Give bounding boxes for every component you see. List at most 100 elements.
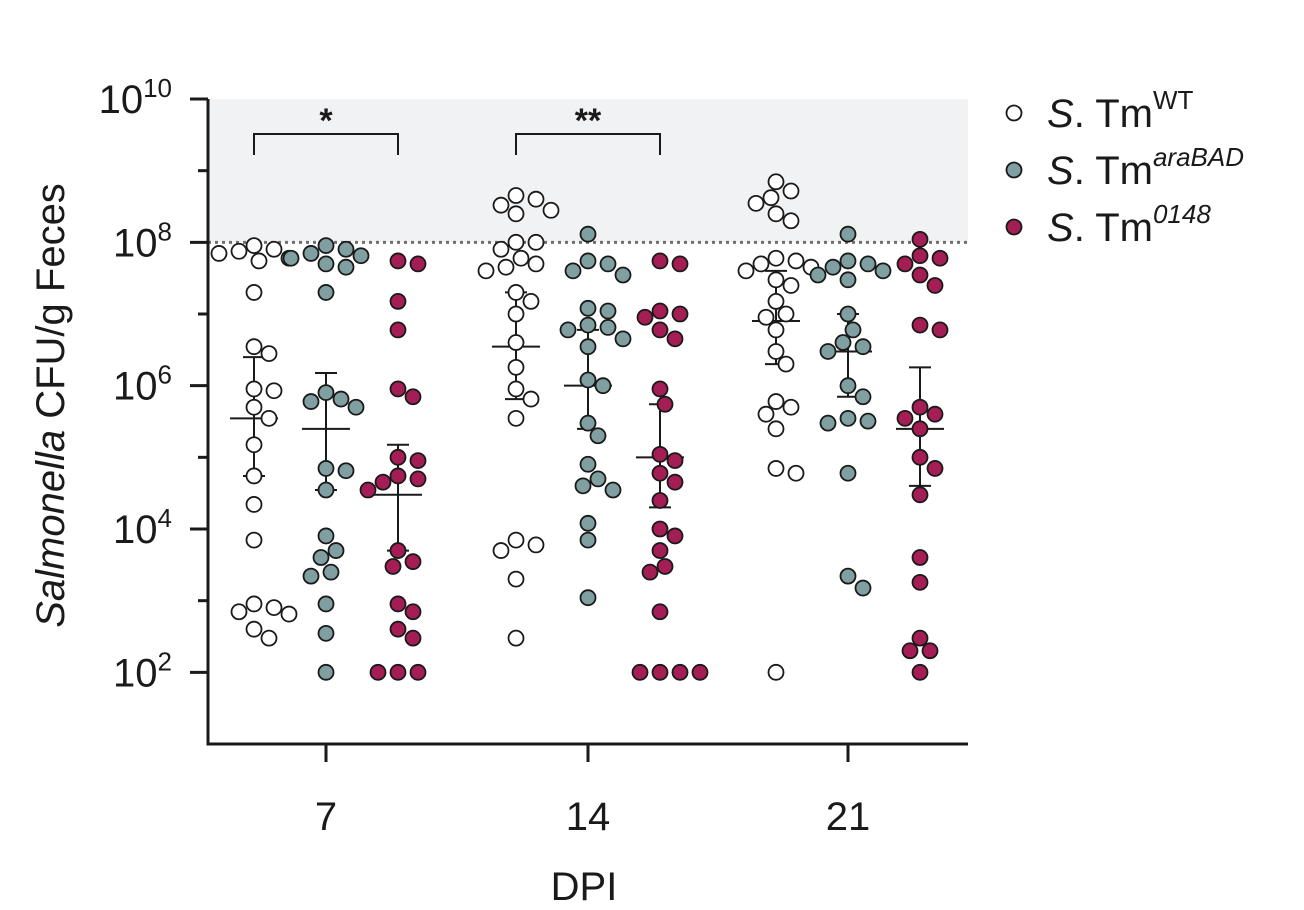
data-point [384, 558, 402, 575]
y-tick-label: 108 [113, 216, 172, 265]
data-point [911, 420, 929, 438]
data-point [579, 225, 597, 243]
y-tick-exponent: 8 [158, 216, 172, 246]
data-point [651, 321, 669, 339]
legend-label-superscript: araBAD [1153, 142, 1244, 172]
data-point [522, 292, 540, 310]
data-point [507, 409, 525, 427]
data-point [522, 390, 540, 408]
data-point [579, 455, 597, 473]
data-point [767, 292, 785, 310]
data-point [527, 190, 545, 208]
data-point [527, 233, 545, 251]
data-point [896, 409, 914, 427]
y-axis-title-rest: CFU/g Feces [29, 183, 73, 430]
legend-label-rest: . Tm [1074, 92, 1153, 136]
data-point [359, 481, 377, 499]
data-point [651, 302, 669, 320]
data-point [777, 355, 795, 373]
y-tick-label: 106 [113, 360, 172, 409]
data-point [369, 663, 387, 681]
y-tick-label: 102 [113, 646, 172, 695]
data-point [317, 527, 335, 545]
data-point [666, 527, 684, 545]
data-point [280, 605, 298, 623]
data-point [477, 262, 495, 280]
data-point [317, 595, 335, 613]
data-point [492, 196, 510, 214]
data-point [911, 247, 929, 265]
data-point [636, 308, 654, 326]
data-point [230, 603, 248, 621]
data-point [579, 299, 597, 317]
data-point [651, 663, 669, 681]
data-point [752, 255, 770, 273]
y-tick-exponent: 10 [143, 73, 172, 103]
data-point [389, 448, 407, 466]
significance-bracket [253, 133, 399, 155]
data-point [787, 464, 805, 482]
data-point [844, 321, 862, 339]
data-point [312, 549, 330, 566]
legend-item: S. TmaraBAD [1005, 142, 1244, 193]
data-point [579, 316, 597, 334]
data-point [507, 284, 525, 301]
data-point [512, 249, 530, 267]
data-point [594, 377, 612, 395]
data-point [507, 380, 525, 398]
data-point [317, 237, 335, 255]
legend-label-rest: . Tm [1074, 206, 1153, 250]
data-point [404, 629, 422, 647]
data-point [302, 393, 320, 410]
data-point [302, 567, 320, 585]
data-point [782, 398, 800, 416]
data-point [389, 542, 407, 559]
data-point [656, 395, 674, 413]
data-point [926, 277, 944, 294]
x-tick-label: 21 [826, 795, 871, 839]
data-point [245, 237, 263, 255]
data-point [589, 427, 607, 445]
data-point [839, 271, 857, 289]
data-point [782, 277, 800, 294]
data-point [404, 603, 422, 621]
data-point [507, 233, 525, 251]
legend-label: S. TmaraBAD [1047, 142, 1244, 193]
data-point [767, 393, 785, 410]
data-point [409, 255, 427, 273]
y-tick-exponent: 4 [158, 503, 172, 533]
data-point [931, 321, 949, 339]
y-tick-label: 104 [113, 503, 172, 552]
data-point [210, 245, 228, 262]
data-point [911, 230, 929, 248]
data-point [497, 258, 515, 276]
data-point [245, 284, 263, 301]
data-point [767, 420, 785, 438]
data-point [245, 496, 263, 513]
data-point [507, 305, 525, 323]
data-point [839, 567, 857, 585]
legend-item: S. Tm0148 [1005, 199, 1211, 250]
data-point [911, 573, 929, 591]
legend-marker [1005, 104, 1023, 122]
y-tick-exponent: 2 [158, 646, 172, 676]
data-point [911, 629, 929, 647]
y-tick-base: 10 [99, 78, 144, 122]
data-point [574, 477, 592, 495]
data-point [245, 620, 263, 638]
data-point [389, 292, 407, 310]
data-point [389, 252, 407, 270]
data-point [819, 414, 837, 432]
data-point [874, 262, 892, 280]
data-point [824, 258, 842, 276]
data-point [911, 448, 929, 466]
data-point [782, 182, 800, 200]
data-point [389, 595, 407, 613]
data-point [245, 338, 263, 356]
data-point [245, 595, 263, 613]
data-point [767, 663, 785, 681]
data-point [834, 334, 852, 351]
data-point [245, 531, 263, 549]
data-point [839, 464, 857, 482]
significance-label: * [319, 102, 333, 140]
